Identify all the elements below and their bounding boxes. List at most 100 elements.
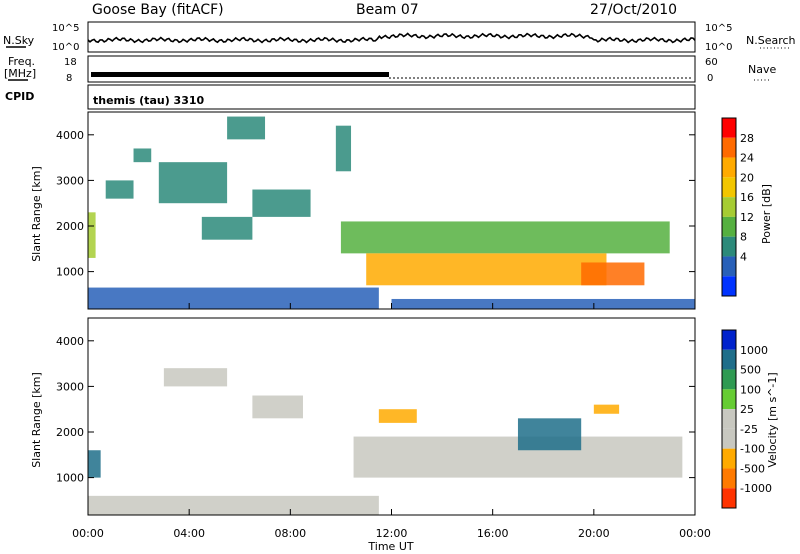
freq-label-line2: [MHz] xyxy=(4,67,36,80)
colorbar-tick-label: 1000 xyxy=(740,344,768,357)
power-colorbar: 28 24 20 16 12 8 4 xyxy=(721,117,754,297)
noise-right-label: N.Search xyxy=(746,34,796,47)
freq-left-tick-top: 18 xyxy=(64,57,77,68)
power-ylabel: Slant Range [km] xyxy=(30,166,43,262)
noise-left-label: N.Sky xyxy=(3,34,35,47)
colorbar-swatch xyxy=(722,118,736,138)
velocity-cell xyxy=(593,404,620,414)
velocity-cell xyxy=(517,418,582,451)
power-heatmap xyxy=(88,116,695,309)
velocity-cell xyxy=(88,495,379,515)
colorbar-tick-label: -100 xyxy=(740,443,765,456)
noise-trace xyxy=(87,32,696,44)
colorbar-swatch xyxy=(722,276,736,296)
x-tick-label: 04:00 xyxy=(173,527,205,540)
nave-label: Nave xyxy=(748,63,776,76)
x-axis-label: Time UT xyxy=(367,540,413,553)
y-tick-label: 4000 xyxy=(56,335,84,348)
x-tick-label: 20:00 xyxy=(578,527,610,540)
colorbar-tick-label: 4 xyxy=(740,250,747,263)
colorbar-frame xyxy=(721,117,737,297)
power-cell xyxy=(340,221,670,254)
noise-panel-frame xyxy=(87,21,696,53)
colorbar-tick-label: 16 xyxy=(740,191,754,204)
noise-left-tick-bottom: 10^0 xyxy=(52,42,79,53)
y-tick-label: 1000 xyxy=(56,472,84,485)
power-cell xyxy=(227,116,266,140)
y-tick-label: 3000 xyxy=(56,380,84,393)
colorbar-tick-label: 12 xyxy=(740,211,754,224)
velocity-cell xyxy=(252,395,303,419)
x-tick-label: 00:00 xyxy=(72,527,104,540)
colorbar-tick-label: 25 xyxy=(740,403,754,416)
y-tick-label: 1000 xyxy=(56,266,84,279)
cpid-panel-frame xyxy=(87,84,696,110)
nave-right-tick-top: 60 xyxy=(705,57,718,68)
beam-title: Beam 07 xyxy=(356,2,419,18)
velocity-cell xyxy=(163,368,228,387)
colorbar-swatch xyxy=(722,428,736,449)
velocity-y-axis: 4000 3000 2000 1000 xyxy=(56,335,695,485)
x-tick-label: 16:00 xyxy=(477,527,509,540)
colorbar-tick-label: 28 xyxy=(740,132,754,145)
colorbar-swatch xyxy=(722,330,736,350)
colorbar-tick-label: 100 xyxy=(740,383,761,396)
colorbar-swatch xyxy=(722,448,736,469)
colorbar-tick-label: -1000 xyxy=(740,482,772,495)
station-title: Goose Bay (fitACF) xyxy=(92,2,224,18)
y-tick-label: 3000 xyxy=(56,174,84,187)
colorbar-swatch xyxy=(722,409,736,429)
colorbar-swatch xyxy=(722,157,736,178)
power-y-axis: 4000 3000 2000 1000 xyxy=(56,129,695,279)
power-cell xyxy=(133,148,152,163)
noise-right-tick-bottom: 10^0 xyxy=(705,42,732,53)
velocity-colorbar: 1000 500 100 25 -25 -100 -500 -1000 xyxy=(721,329,772,509)
power-cell xyxy=(88,212,96,258)
power-cell xyxy=(105,180,134,199)
power-colorbar-label: Power [dB] xyxy=(760,184,773,244)
colorbar-swatch xyxy=(722,236,736,257)
power-cell xyxy=(335,125,352,172)
colorbar-swatch xyxy=(722,349,736,370)
freq-trace xyxy=(91,72,389,77)
colorbar-swatch xyxy=(722,389,736,410)
colorbar-frame xyxy=(721,329,737,509)
power-cell xyxy=(581,262,645,286)
colorbar-tick-label: -500 xyxy=(740,462,765,475)
nave-right-tick-bottom: 0 xyxy=(707,73,713,84)
velocity-cell xyxy=(88,450,101,478)
power-cell xyxy=(201,216,253,240)
power-cell xyxy=(158,162,228,204)
power-cell xyxy=(366,253,607,286)
cpid-value: themis (tau) 3310 xyxy=(93,94,205,107)
colorbar-tick-label: 20 xyxy=(740,171,754,184)
cpid-label: CPID xyxy=(5,90,34,103)
power-cell xyxy=(391,298,695,309)
x-axis: 00:00 04:00 08:00 12:00 16:00 20:00 00:00 xyxy=(72,303,711,540)
freq-label-line1: Freq. xyxy=(8,55,35,68)
colorbar-swatch xyxy=(722,177,736,198)
colorbar-tick-label: 24 xyxy=(740,152,754,165)
x-tick-label: 00:00 xyxy=(679,527,711,540)
y-tick-label: 4000 xyxy=(56,129,84,142)
colorbar-swatch xyxy=(722,369,736,390)
colorbar-swatch xyxy=(722,256,736,277)
date-title: 27/Oct/2010 xyxy=(590,2,677,18)
power-cell xyxy=(88,287,379,309)
y-tick-label: 2000 xyxy=(56,220,84,233)
noise-left-tick-top: 10^5 xyxy=(52,23,79,34)
colorbar-swatch xyxy=(722,468,736,489)
colorbar-tick-label: 8 xyxy=(740,231,747,244)
freq-panel-frame xyxy=(87,55,696,83)
velocity-ylabel: Slant Range [km] xyxy=(30,372,43,468)
power-cell xyxy=(252,189,311,217)
velocity-colorbar-label: Velocity [m s^-1] xyxy=(766,372,779,467)
freq-left-tick-bottom: 8 xyxy=(66,73,72,84)
x-tick-label: 08:00 xyxy=(274,527,306,540)
velocity-cell xyxy=(378,409,417,423)
colorbar-swatch xyxy=(722,137,736,158)
colorbar-tick-label: 500 xyxy=(740,364,761,377)
y-tick-label: 2000 xyxy=(56,426,84,439)
colorbar-tick-label: -25 xyxy=(740,423,758,436)
